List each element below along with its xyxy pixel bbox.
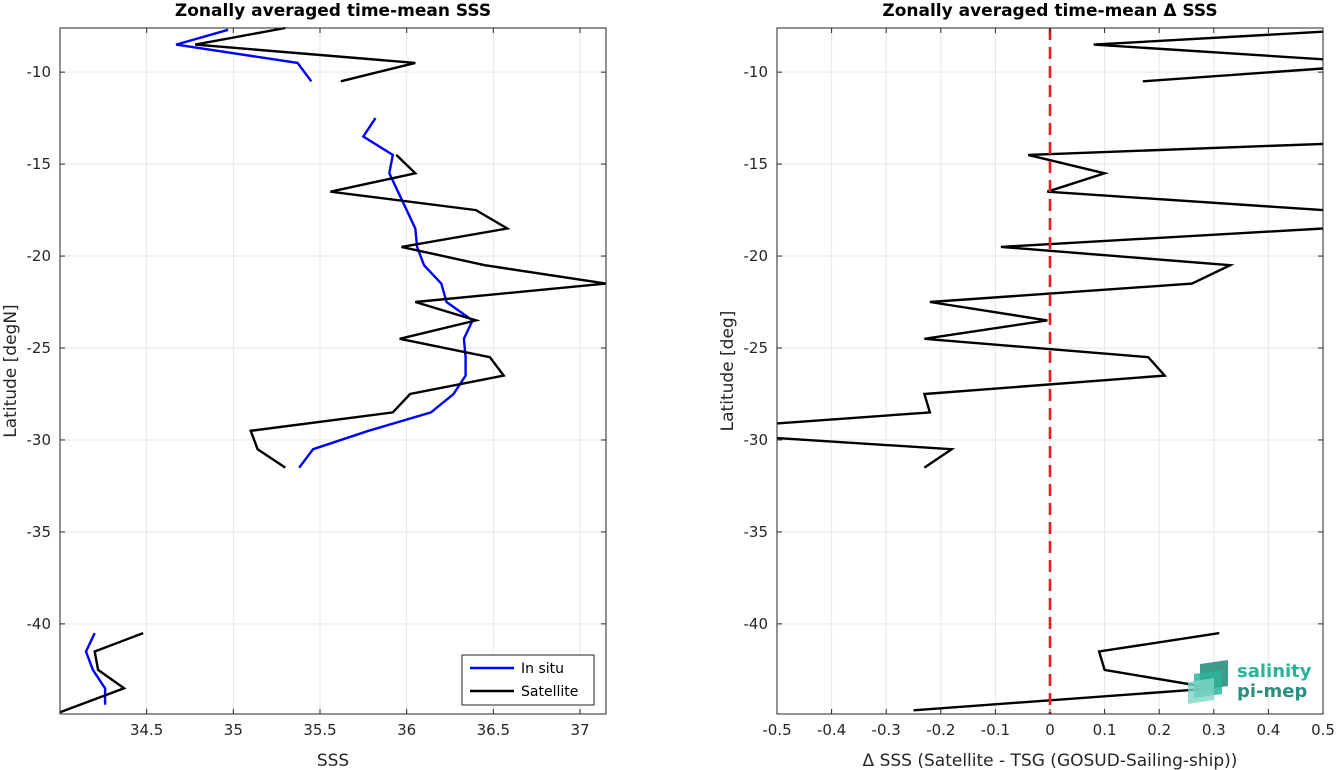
right-panel: -0.5 -0.4 -0.3 -0.2 -0.1 0 0.1 0.2 0.3 0.4 0.5 -40 -… — [718, 1, 1335, 770]
series-line-in-situ-seg-1 — [298, 117, 475, 469]
series-line-delta-sss-seg-4 — [776, 436, 956, 469]
legend-box — [461, 654, 595, 706]
x-tick-label: 36.5 — [477, 721, 510, 739]
legend-label-in-situ: In situ — [521, 661, 564, 677]
y-tick-label: -25 — [27, 339, 52, 357]
left-x-axis-label: SSS — [317, 751, 349, 770]
x-tick-label: 0.2 — [1147, 721, 1171, 739]
left-axes-box — [59, 27, 607, 715]
left-ticks: 34.5 35 35.5 36 36.5 37 -40 -35 -30 -25 -20 -15 -10 — [27, 28, 606, 739]
left-y-axis-label: Latitude [degN] — [1, 304, 21, 437]
series-line-delta-sss-seg-1 — [1142, 67, 1324, 83]
series-line-delta-sss-seg-2 — [1027, 142, 1324, 212]
left-grid — [60, 28, 606, 714]
y-tick-label: -10 — [744, 63, 769, 81]
series-line-delta-sss-seg-5 — [913, 631, 1220, 712]
x-tick-label: 35.5 — [303, 721, 336, 739]
left-title: Zonally averaged time-mean SSS — [175, 1, 491, 21]
salinity-pi-mep-logo: salinity pi-mep — [1188, 660, 1312, 704]
x-tick-label: -0.2 — [926, 721, 955, 739]
logo-mark-icon — [1188, 660, 1228, 704]
x-tick-label: -0.5 — [762, 721, 791, 739]
legend: In situ Satellite — [461, 654, 595, 706]
x-tick-label: 35 — [224, 721, 243, 739]
y-tick-label: -40 — [27, 615, 52, 633]
x-tick-label: 36 — [397, 721, 416, 739]
right-y-axis-label: Latitude [deg] — [718, 311, 738, 432]
y-tick-label: -25 — [744, 339, 769, 357]
x-tick-label: 0.3 — [1202, 721, 1226, 739]
y-tick-label: -15 — [27, 155, 52, 173]
legend-label-satellite: Satellite — [521, 684, 578, 700]
x-tick-label: -0.3 — [872, 721, 901, 739]
series-line-satellite-seg-1 — [249, 154, 607, 469]
y-tick-label: -15 — [744, 155, 769, 173]
series-line-satellite-seg-0 — [194, 26, 416, 83]
x-tick-label: 34.5 — [130, 721, 163, 739]
series-line-satellite-seg-2 — [59, 631, 144, 714]
x-tick-label: -0.4 — [817, 721, 846, 739]
y-tick-label: -35 — [27, 523, 52, 541]
y-tick-label: -20 — [27, 247, 52, 265]
series-line-delta-sss-seg-3 — [776, 227, 1324, 425]
right-title: Zonally averaged time-mean Δ SSS — [882, 1, 1217, 21]
y-tick-label: -10 — [27, 63, 52, 81]
y-tick-label: -30 — [27, 431, 52, 449]
left-data-lines — [59, 26, 607, 714]
logo-text-salinity: salinity — [1237, 661, 1312, 682]
y-tick-label: -30 — [744, 431, 769, 449]
left-plot-area — [60, 28, 606, 714]
series-line-delta-sss-seg-0 — [1093, 30, 1324, 61]
y-tick-label: -35 — [744, 523, 769, 541]
x-tick-label: 37 — [570, 721, 589, 739]
x-tick-label: 0.4 — [1256, 721, 1280, 739]
x-tick-label: -0.1 — [981, 721, 1010, 739]
x-tick-label: 0.1 — [1093, 721, 1117, 739]
logo-text-pi-mep: pi-mep — [1237, 681, 1307, 702]
right-ticks: -0.5 -0.4 -0.3 -0.2 -0.1 0 0.1 0.2 0.3 0.4 0.5 -40 -… — [744, 28, 1335, 739]
x-tick-label: 0.5 — [1311, 721, 1335, 739]
y-tick-label: -20 — [744, 247, 769, 265]
x-tick-label: 0 — [1045, 721, 1055, 739]
left-panel: 34.5 35 35.5 36 36.5 37-40-35-30-25-20-15-10 … — [1, 1, 607, 770]
series-line-in-situ-seg-0 — [175, 28, 313, 83]
series-line-in-situ-seg-2 — [84, 632, 107, 705]
right-data-lines — [776, 28, 1324, 714]
right-x-axis-label: Δ SSS (Satellite - TSG (GOSUD-Sailing-sh… — [863, 751, 1238, 770]
y-tick-label: -40 — [744, 615, 769, 633]
